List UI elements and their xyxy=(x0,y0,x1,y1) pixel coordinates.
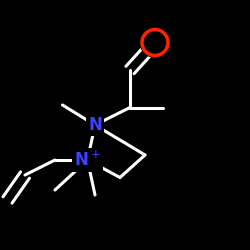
Text: N$^+$: N$^+$ xyxy=(74,150,101,170)
Text: N: N xyxy=(88,116,102,134)
Circle shape xyxy=(140,27,170,58)
